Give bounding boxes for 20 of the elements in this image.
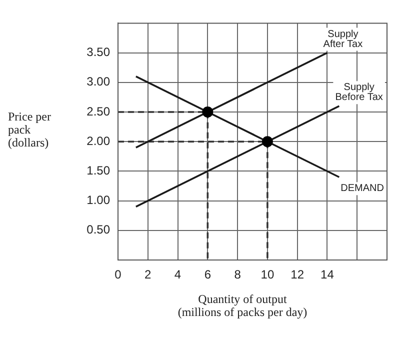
x-tick-label: 10 xyxy=(260,268,274,282)
x-tick-label: 6 xyxy=(204,268,212,282)
series-label: Supply Before Tax xyxy=(335,82,383,104)
y-tick-label: 3.50 xyxy=(86,45,110,60)
x-tick-label: 4 xyxy=(174,268,182,282)
y-tick-label: 2.00 xyxy=(86,134,110,148)
y-tick-label: 3.00 xyxy=(86,74,110,89)
x-tick-label: 12 xyxy=(290,268,304,282)
x-tick-label: 14 xyxy=(320,268,334,282)
y-tick-label: 2.50 xyxy=(86,104,110,118)
x-tick-label: 8 xyxy=(234,268,242,282)
y-tick-label: 1.50 xyxy=(86,164,110,178)
series-label: Supply After Tax xyxy=(323,28,363,50)
y-tick-label: 1.00 xyxy=(86,193,110,208)
y-axis-title: Price per pack (dollars) xyxy=(8,110,51,150)
x-tick-label: 0 xyxy=(114,268,122,282)
series-label: DEMAND xyxy=(340,183,384,194)
x-axis-title: Quantity of output (millions of packs per day) xyxy=(178,292,308,319)
y-tick-label: 0.50 xyxy=(86,222,110,237)
x-tick-label: 2 xyxy=(144,268,152,282)
